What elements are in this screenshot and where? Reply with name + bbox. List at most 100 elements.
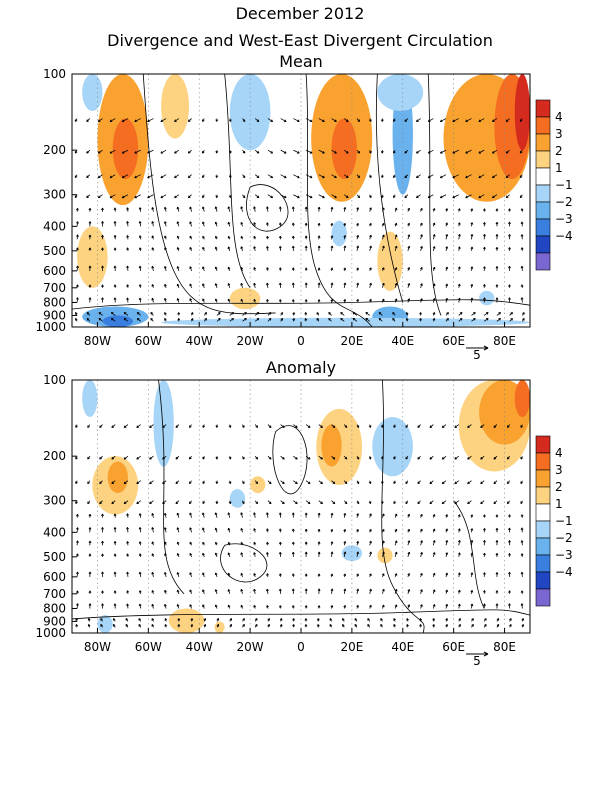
wind-vector-head (256, 195, 260, 199)
wind-vector-head (176, 527, 180, 530)
colorbar-label: 2 (555, 480, 563, 494)
wind-vector (305, 149, 313, 154)
wind-vector-head (320, 481, 323, 485)
colorbar-swatch (535, 571, 551, 590)
wind-vector-head (189, 541, 193, 545)
wind-vector-head (87, 624, 91, 627)
wind-vector-head (330, 528, 334, 532)
wind-vector (121, 174, 129, 179)
wind-vector-head (214, 572, 218, 576)
colorbar-swatch (535, 435, 551, 454)
wind-vector-head (201, 195, 205, 199)
wind-vector-head (394, 513, 398, 517)
wind-vector-head (452, 175, 455, 179)
wind-vector-head (465, 151, 468, 154)
wind-vector-head (229, 618, 233, 621)
wind-vector-head (330, 551, 334, 555)
wind-vector-head (470, 589, 474, 593)
wind-vector-head (329, 624, 333, 627)
wind-vector-head (202, 235, 205, 239)
wind-vector-head (256, 175, 260, 179)
wind-vector-head (483, 528, 486, 531)
wind-vector-head (407, 573, 410, 576)
wind-vector-head (382, 551, 385, 555)
wind-vector-head (87, 501, 90, 505)
wind-vector-head (352, 312, 356, 315)
x-tick-label: 60W (135, 640, 162, 654)
wind-vector-head (304, 528, 308, 532)
wind-vector-head (228, 456, 232, 460)
contour-line (453, 500, 485, 609)
wind-vector (452, 174, 459, 179)
wind-vector (76, 297, 79, 303)
x-tick-label: 40W (186, 334, 213, 348)
wind-vector (126, 221, 129, 227)
wind-vector-head (457, 297, 461, 301)
wind-vector-head (332, 456, 336, 460)
wind-vector-head (478, 195, 482, 199)
wind-vector-head (432, 589, 436, 592)
wind-vector-head (429, 456, 433, 460)
wind-vector-head (432, 312, 436, 315)
y-tick-label: 900 (43, 614, 66, 628)
wind-vector-head (406, 624, 409, 627)
wind-vector-head (214, 298, 218, 302)
wind-vector-head (345, 150, 349, 154)
wind-vector-head (520, 603, 524, 606)
wind-vector-head (164, 247, 167, 250)
wind-vector-head (439, 195, 443, 199)
wind-vector-head (113, 571, 117, 575)
wind-vector-head (330, 245, 334, 249)
wind-vector-head (317, 528, 321, 532)
wind-vector-head (297, 195, 300, 199)
wind-vector-head (283, 151, 287, 154)
wind-vector-head (454, 501, 457, 505)
wind-vector (331, 588, 333, 594)
reference-vector-label: 5 (473, 348, 481, 362)
wind-vector-head (509, 618, 512, 621)
wind-vector-head (505, 119, 509, 122)
wind-vector-head (432, 318, 436, 321)
wind-vector-head (317, 605, 321, 608)
wind-vector-head (445, 246, 449, 249)
wind-vector (228, 206, 231, 212)
y-tick-label: 600 (43, 570, 66, 584)
wind-vector (331, 118, 337, 122)
wind-vector-head (330, 222, 334, 226)
wind-vector-head (465, 195, 468, 199)
wind-vector-head (268, 456, 272, 460)
wind-vector (440, 118, 447, 122)
wind-vector-head (160, 195, 164, 199)
wind-vector (121, 149, 129, 154)
wind-vector-head (404, 195, 408, 199)
wind-vector (126, 527, 129, 533)
wind-vector-head (354, 618, 358, 621)
wind-vector-head (75, 284, 79, 288)
wind-vector-head (498, 312, 501, 315)
wind-vector-head (266, 552, 269, 555)
wind-vector-head (123, 425, 127, 428)
wind-vector-head (240, 541, 244, 545)
wind-vector-head (369, 267, 372, 270)
wind-vector-head (480, 501, 483, 505)
wind-vector-head (328, 312, 331, 315)
wind-vector-head (256, 317, 260, 321)
wind-vector-head (126, 265, 129, 269)
wind-vector-head (125, 624, 129, 627)
wind-vector-head (470, 208, 474, 211)
wind-vector-head (380, 175, 384, 178)
wind-vector-head (125, 618, 129, 621)
wind-vector-head (151, 284, 155, 287)
wind-vector (492, 118, 498, 122)
wind-vector-head (97, 151, 101, 154)
wind-vector-head (520, 208, 524, 211)
wind-vector-head (270, 119, 274, 122)
wind-vector-head (74, 150, 78, 154)
wind-vector-head (291, 206, 295, 209)
wind-vector-head (343, 588, 347, 592)
wind-vector-head (292, 318, 296, 321)
wind-vector-head (227, 235, 231, 239)
wind-vector-head (484, 618, 487, 621)
wind-vector-head (100, 624, 103, 627)
wind-vector-head (343, 529, 347, 532)
